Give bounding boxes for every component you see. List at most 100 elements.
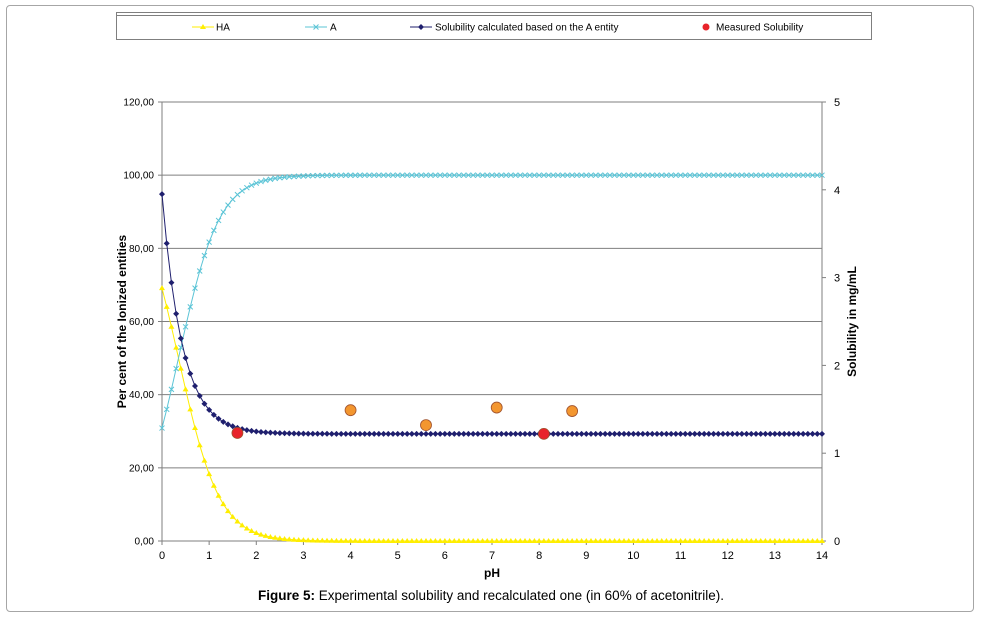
data-point xyxy=(814,430,821,437)
data-point xyxy=(715,172,722,179)
series-2 xyxy=(159,172,825,431)
data-point xyxy=(743,538,750,543)
data-point xyxy=(300,430,307,437)
data-point xyxy=(295,536,302,542)
legend-label: A xyxy=(330,23,337,34)
y-left-tick-label: 120,00 xyxy=(123,98,154,109)
data-point xyxy=(187,370,194,377)
data-point xyxy=(672,430,679,437)
data-point xyxy=(743,172,750,179)
data-point xyxy=(333,430,340,437)
data-point xyxy=(720,538,726,543)
data-point xyxy=(272,175,278,182)
data-point xyxy=(795,172,802,179)
data-point xyxy=(309,430,316,437)
data-point xyxy=(300,537,307,543)
data-point xyxy=(819,538,825,543)
data-point xyxy=(470,430,477,437)
data-point xyxy=(625,430,632,437)
data-point xyxy=(418,430,425,437)
data-point xyxy=(446,537,453,543)
data-point xyxy=(484,172,491,179)
data-point xyxy=(338,430,345,437)
data-point xyxy=(668,430,675,437)
data-point xyxy=(691,538,698,543)
data-point xyxy=(394,537,401,543)
data-point xyxy=(342,537,349,543)
data-point xyxy=(649,538,656,543)
data-point xyxy=(357,430,363,437)
data-point xyxy=(639,538,646,543)
data-point xyxy=(342,430,349,437)
x-tick-label: 6 xyxy=(442,550,448,562)
data-point xyxy=(720,172,726,179)
data-point xyxy=(225,508,231,514)
data-point xyxy=(376,172,382,179)
data-point xyxy=(493,430,500,437)
data-point xyxy=(408,537,415,543)
data-point xyxy=(767,430,774,437)
data-point xyxy=(507,430,514,437)
data-point xyxy=(163,240,170,247)
data-point xyxy=(734,430,741,437)
data-point xyxy=(800,430,807,437)
data-point xyxy=(375,537,382,543)
data-point xyxy=(630,172,637,179)
data-point xyxy=(239,187,245,194)
data-point xyxy=(762,430,769,437)
data-point xyxy=(210,482,217,488)
data-point xyxy=(328,430,335,437)
figure-caption: Figure 5: Experimental solubility and re… xyxy=(0,588,982,603)
x-tick-label: 11 xyxy=(675,550,686,562)
data-point xyxy=(343,172,349,179)
data-point xyxy=(366,537,373,543)
y-left-tick-label: 40,00 xyxy=(129,390,154,401)
data-point xyxy=(583,172,590,179)
data-point xyxy=(550,172,557,179)
data-point xyxy=(526,538,533,543)
data-point xyxy=(673,172,679,179)
legend-label: HA xyxy=(216,23,230,34)
data-point xyxy=(578,430,585,437)
data-point xyxy=(192,425,198,431)
data-point xyxy=(677,430,684,437)
data-point xyxy=(611,430,618,437)
data-point xyxy=(390,430,396,437)
data-point xyxy=(757,172,764,179)
data-point xyxy=(658,538,665,543)
data-point xyxy=(408,430,415,437)
data-point xyxy=(319,537,326,543)
data-point xyxy=(187,406,194,412)
data-point xyxy=(248,182,255,189)
data-point xyxy=(578,538,585,543)
data-point xyxy=(682,430,689,437)
data-point xyxy=(423,537,429,543)
data-point xyxy=(706,172,712,179)
data-point xyxy=(696,172,703,179)
data-point xyxy=(159,191,165,198)
data-point xyxy=(649,172,656,179)
x-tick-label: 9 xyxy=(583,550,589,562)
x-tick-label: 14 xyxy=(816,550,828,562)
data-point xyxy=(324,172,330,179)
data-point xyxy=(366,172,373,179)
data-point xyxy=(163,303,170,309)
data-point xyxy=(215,217,222,224)
data-point xyxy=(540,538,547,543)
data-point xyxy=(757,430,764,437)
data-point xyxy=(705,430,712,437)
data-point xyxy=(630,430,637,437)
data-point xyxy=(809,430,816,437)
data-point xyxy=(371,172,377,179)
data-point xyxy=(286,536,293,542)
data-point xyxy=(687,430,693,437)
data-point xyxy=(243,525,250,531)
data-point xyxy=(616,172,623,179)
data-point xyxy=(352,430,359,437)
data-point xyxy=(187,303,194,310)
data-point xyxy=(691,430,698,437)
data-point xyxy=(512,538,519,543)
data-point xyxy=(739,172,745,179)
data-point xyxy=(366,430,373,437)
data-point xyxy=(484,537,491,543)
